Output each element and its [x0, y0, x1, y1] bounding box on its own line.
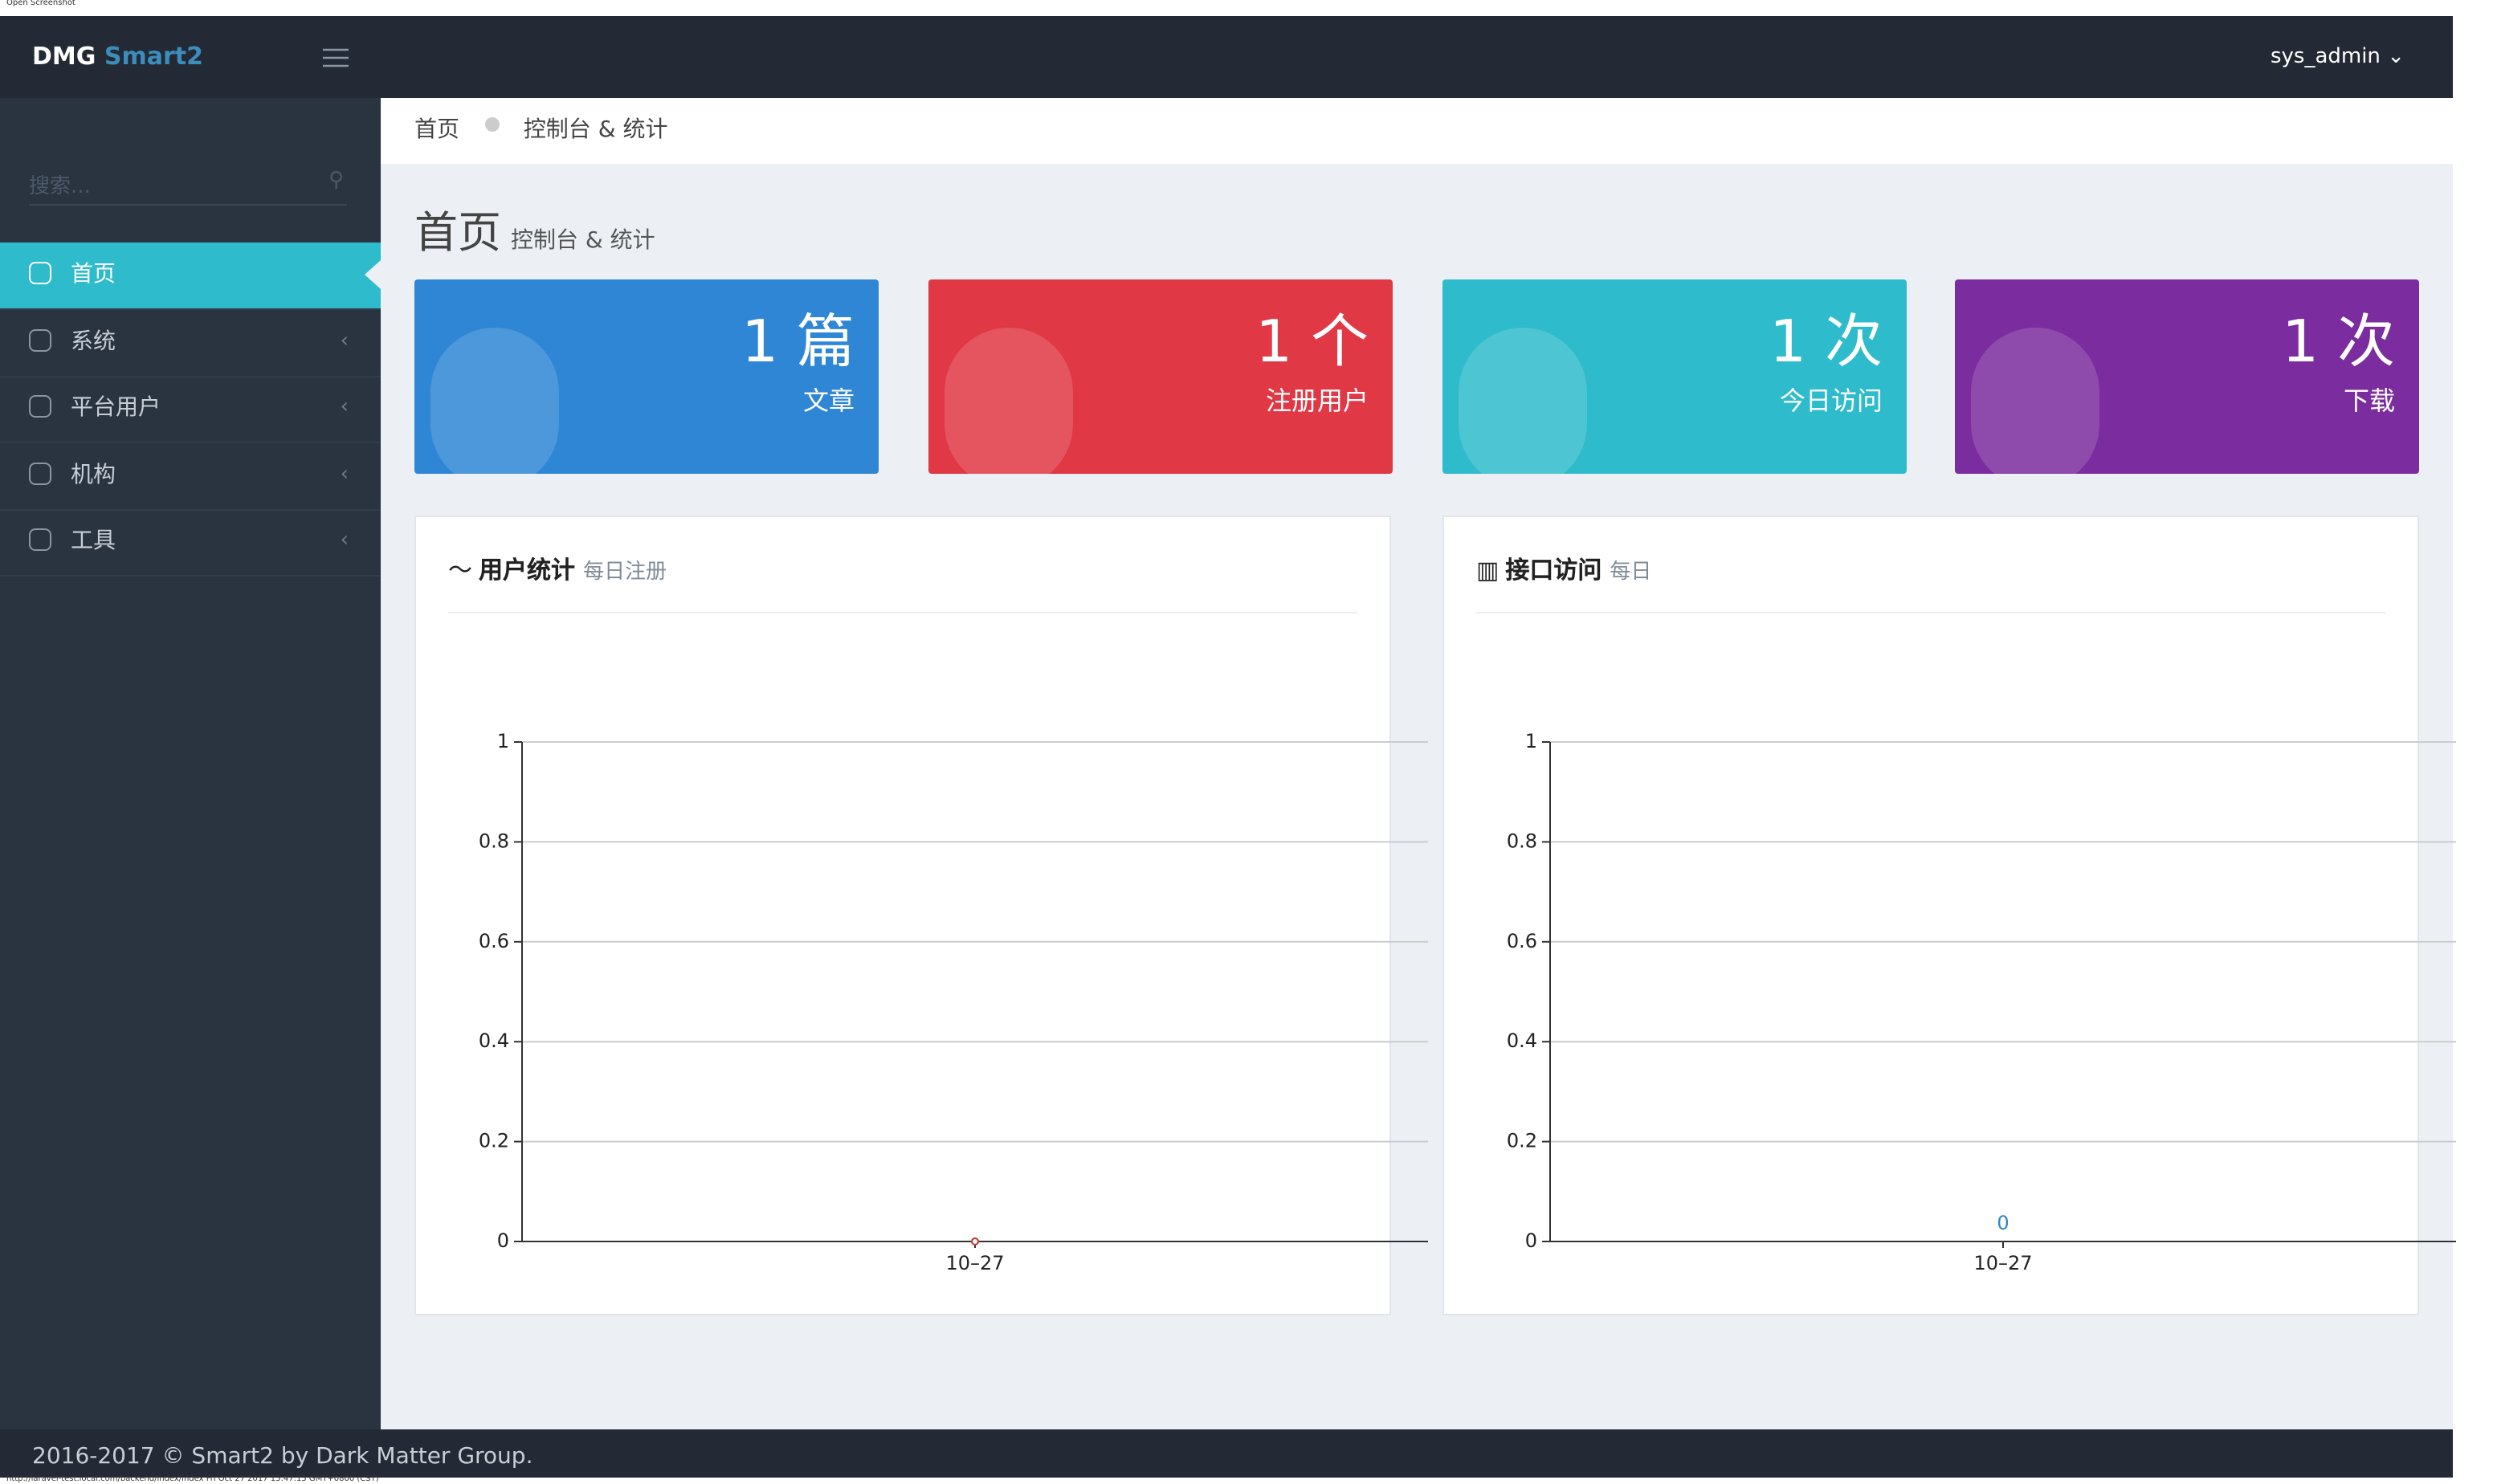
search-icon: ⚲ [328, 169, 344, 193]
stat-box[interactable]: 1 个注册用户 [928, 279, 1393, 474]
stat-value: 1 [2282, 310, 2320, 376]
chevron: ‹ [340, 528, 349, 552]
brand[interactable]: DMG Smart2 [32, 42, 203, 71]
y-tick-label: 0.8 [479, 830, 509, 852]
menu-label: 系统 [71, 328, 116, 354]
y-tick-label: 0.4 [479, 1029, 509, 1052]
chevron: ‹ [340, 395, 349, 419]
divider [1476, 612, 2385, 614]
crumb[interactable]: 首页 [414, 117, 459, 143]
stat-unit: 篇 [796, 310, 855, 376]
stat-label: 下载 [2343, 385, 2395, 416]
panel-title: 接口访问 [1505, 556, 1602, 585]
stat-label: 注册用户 [1265, 385, 1369, 416]
y-tick-label: 0.6 [479, 930, 509, 952]
y-tick-label: 1 [497, 730, 509, 752]
stat-unit: 个 [1310, 310, 1369, 376]
chevron: ‹ [340, 462, 349, 486]
y-tick-label: 0.2 [1507, 1130, 1537, 1152]
menu-label: 首页 [71, 262, 116, 287]
box-icon [430, 328, 559, 474]
stat-box[interactable]: 1 次今日访问 [1442, 279, 1907, 474]
menu-item[interactable]: 首页 [0, 243, 381, 310]
chart-panel: 〜用户统计 每日注册 0 0.2 0.4 0.6 0.8 1 10–27 [414, 516, 1428, 1315]
subtitle: 控制台 & 统计 [511, 228, 655, 254]
stat-value: 1 [741, 310, 779, 376]
x-tick-label: 10–27 [1973, 1252, 2032, 1274]
panel-title: 用户统计 [479, 556, 576, 585]
stat-number: 1 次 [2282, 310, 2395, 376]
crumb: 控制台 & 统计 [523, 117, 668, 143]
menu-item[interactable]: 机构 ‹ [0, 442, 381, 510]
menu-icon [29, 528, 51, 551]
sidebar: 搜索... ⚲ 首页系统 ‹ 平台用户 ‹ 机构 ‹ 工具 ‹ [0, 98, 381, 1429]
title: 首页 [414, 209, 501, 259]
menu-icon [29, 395, 51, 418]
caption: Open Screenshot [6, 0, 75, 8]
menu-label: 平台用户 [71, 395, 161, 421]
box-icon [945, 328, 1073, 474]
status-bar: http://laravel-test.local.com/backend/in… [6, 1474, 379, 1484]
stat-box[interactable]: 1 次下载 [1955, 279, 2419, 474]
chart-panel: ▥ 接口访问 每日 0 0.2 0.4 0.6 0.8 1 10–27 0 [1442, 516, 2456, 1315]
menu-icon [29, 328, 51, 351]
separator [485, 117, 500, 132]
panel-icon: ▥ [1476, 556, 1499, 585]
breadcrumb: 首页 控制台 & 统计 [381, 98, 2453, 164]
stat-unit: 次 [1824, 310, 1883, 376]
footer: 2016-2017 © Smart2 by Dark Matter Group. [0, 1429, 2453, 1478]
panel-header: ▥ 接口访问 每日 [1476, 552, 1651, 586]
divider [448, 612, 1357, 614]
stat-number: 1 次 [1769, 310, 1883, 376]
header: DMG Smart2 sys_admin ⌄ [0, 16, 2453, 98]
stat-number: 1 个 [1255, 310, 1369, 376]
menu-icon [29, 262, 51, 284]
value-label: 0 [1997, 1212, 2009, 1234]
panel-subtitle: 每日 [1610, 561, 1652, 585]
menu-toggle[interactable] [323, 48, 349, 67]
panel-icon: 〜 [448, 556, 473, 585]
menu-item[interactable]: 工具 ‹ [0, 509, 381, 577]
menu-icon [29, 462, 51, 484]
stat-unit: 次 [2336, 310, 2395, 376]
box-icon [1971, 328, 2099, 474]
y-tick-label: 0 [1525, 1229, 1537, 1252]
stat-number: 1 篇 [741, 310, 855, 376]
stat-label: 文章 [802, 385, 855, 416]
search-input[interactable]: 搜索... ⚲ [29, 169, 347, 206]
menu-item[interactable]: 平台用户 ‹ [0, 376, 381, 443]
y-tick-label: 0.2 [479, 1130, 509, 1152]
chart: 0 0.2 0.4 0.6 0.8 1 10–27 0 [1507, 730, 2456, 1274]
page-title: 首页 控制台 & 统计 [414, 198, 655, 260]
x-tick-label: 10–27 [945, 1252, 1004, 1274]
user-name: sys_admin [2270, 45, 2381, 69]
y-tick-label: 0.6 [1507, 930, 1537, 952]
panel-header: 〜用户统计 每日注册 [448, 552, 667, 586]
chart: 0 0.2 0.4 0.6 0.8 1 10–27 [479, 730, 1428, 1274]
placeholder: 搜索... [29, 175, 91, 199]
content: 首页 控制台 & 统计 首页 控制台 & 统计 1 篇文章 1 个注册用户 1 次今日… [381, 98, 2456, 1429]
y-tick-label: 0.4 [1507, 1029, 1537, 1052]
brand-main: DMG [32, 42, 96, 71]
brand-accent: Smart2 [104, 42, 203, 71]
y-tick-label: 1 [1525, 730, 1537, 752]
y-tick-label: 0 [497, 1229, 509, 1252]
stat-label: 今日访问 [1779, 385, 1883, 416]
active-arrow [365, 260, 381, 289]
user-menu[interactable]: sys_admin ⌄ [2270, 45, 2405, 69]
menu-label: 工具 [71, 528, 116, 554]
menu-item[interactable]: 系统 ‹ [0, 309, 381, 377]
stat-value: 1 [1255, 310, 1293, 376]
y-tick-label: 0.8 [1507, 830, 1537, 852]
stat-value: 1 [1769, 310, 1807, 376]
box-icon [1459, 328, 1587, 474]
panel-subtitle: 每日注册 [583, 561, 667, 585]
point [971, 1237, 979, 1246]
chevron: ‹ [340, 328, 349, 353]
stat-box[interactable]: 1 篇文章 [414, 279, 879, 474]
menu-label: 机构 [71, 462, 116, 487]
